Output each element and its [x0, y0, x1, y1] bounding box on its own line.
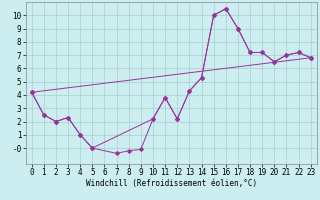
X-axis label: Windchill (Refroidissement éolien,°C): Windchill (Refroidissement éolien,°C) [86, 179, 257, 188]
